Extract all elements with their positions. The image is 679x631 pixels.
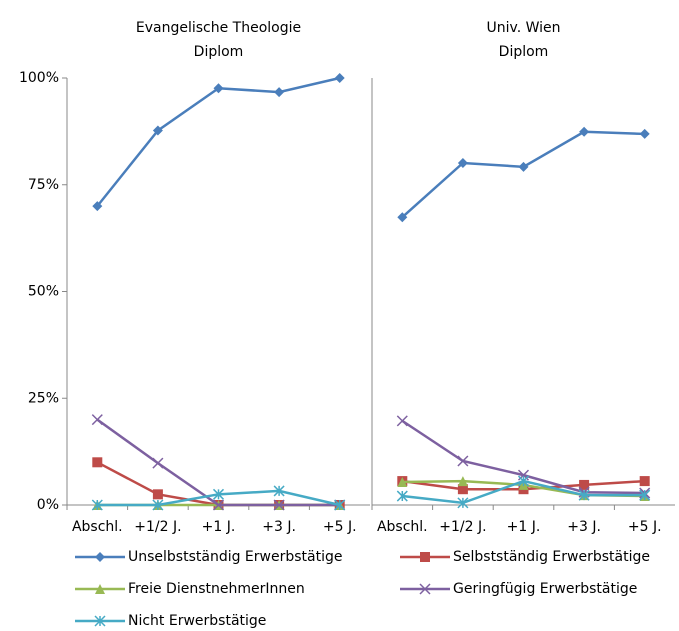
series-line	[96, 76, 340, 207]
marker	[91, 499, 103, 511]
y-tick-label: 25%	[28, 390, 59, 406]
x-tick-label: +5 J.	[323, 519, 357, 535]
x-tick-label: +3 J.	[262, 519, 296, 535]
marker	[457, 157, 468, 168]
marker	[639, 476, 650, 487]
marker	[457, 484, 468, 495]
legend-label: Unselbstständig Erwerbstätige	[128, 549, 342, 565]
x-tick-label: +1/2 J.	[439, 519, 486, 535]
marker	[419, 583, 431, 595]
y-tick-label: 50%	[28, 284, 59, 300]
marker	[92, 201, 103, 212]
marker	[274, 87, 285, 98]
marker	[579, 479, 590, 490]
marker	[152, 125, 163, 136]
marker	[578, 489, 590, 501]
marker	[397, 476, 408, 487]
legend-label: Geringfügig Erwerbstätige	[453, 581, 637, 597]
marker	[396, 415, 408, 427]
x-tick-label: +1/2 J.	[134, 519, 181, 535]
legend-label: Selbstständig Erwerbstätige	[453, 549, 650, 565]
marker	[639, 128, 650, 139]
marker	[273, 485, 285, 497]
panel-subtitle: Diplom	[194, 44, 244, 60]
y-tick-label: 0%	[37, 497, 59, 513]
marker	[518, 161, 529, 172]
marker	[420, 552, 430, 562]
marker	[94, 615, 106, 627]
panel-subtitle: Diplom	[499, 44, 549, 60]
x-tick-label: Abschl.	[72, 519, 123, 535]
marker	[92, 457, 103, 468]
panel-title: Evangelische Theologie	[136, 20, 301, 36]
series-line	[401, 130, 645, 219]
x-tick-label: +3 J.	[567, 519, 601, 535]
marker	[95, 552, 105, 562]
marker	[152, 457, 164, 469]
marker	[334, 73, 345, 83]
marker	[457, 455, 469, 467]
marker	[152, 499, 164, 511]
marker	[457, 476, 468, 487]
y-tick-label: 75%	[28, 177, 59, 193]
marker	[457, 497, 469, 509]
marker	[212, 488, 225, 500]
marker	[396, 490, 408, 502]
panel-title: Univ. Wien	[486, 20, 560, 36]
marker	[91, 414, 103, 426]
marker	[95, 584, 105, 594]
marker	[212, 499, 225, 511]
marker	[517, 475, 530, 487]
x-tick-label: +5 J.	[628, 519, 662, 535]
marker	[579, 126, 590, 137]
marker	[213, 83, 224, 94]
x-tick-label: +1 J.	[202, 519, 236, 535]
x-tick-label: +1 J.	[507, 519, 541, 535]
y-tick-label: 100%	[19, 70, 59, 86]
marker	[273, 499, 285, 511]
marker	[397, 212, 408, 223]
legend-label: Freie DienstnehmerInnen	[128, 581, 305, 597]
legend-label: Nicht Erwerbstätige	[128, 613, 266, 629]
marker	[334, 499, 346, 511]
marker	[639, 489, 651, 501]
x-tick-label: Abschl.	[377, 519, 428, 535]
marker	[152, 489, 163, 500]
